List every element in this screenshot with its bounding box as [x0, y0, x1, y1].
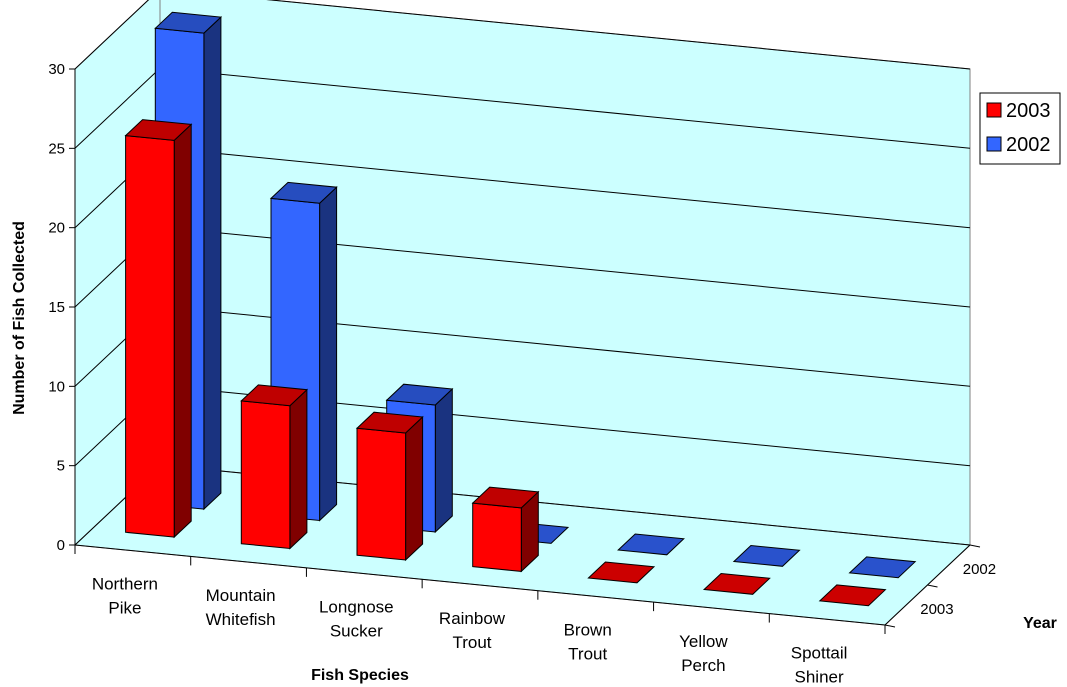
bar-side [173, 123, 192, 539]
y-tick-label-2: 10 [48, 378, 65, 395]
bar-front [472, 502, 522, 572]
category-label-4: Brown Trout [564, 620, 612, 663]
bar-side [203, 15, 222, 511]
labels: 0 5 10 15 20 25 30 2002 2003 Northern Pike Mountain… [48, 61, 996, 686]
bar-flat [587, 561, 656, 584]
y-tick-label-1: 5 [57, 458, 65, 475]
bars [124, 11, 917, 607]
bar-top [240, 384, 309, 407]
category-label-3-line-0: Rainbow [439, 609, 506, 628]
bar-2002-5 [732, 544, 801, 567]
category-label-6-line-0: Spottail [791, 643, 848, 662]
bar-front [240, 400, 291, 550]
bar-2002-4 [617, 533, 685, 556]
bar-side [319, 186, 338, 522]
bar-2002-6 [848, 556, 917, 579]
y-axis-title: Number of Fish Collected [11, 221, 28, 415]
legend-label-2003: 2003 [1006, 100, 1051, 122]
depth-tick-1 [927, 584, 938, 588]
axes [69, 68, 981, 634]
z-axis-title: Year [1023, 615, 1057, 632]
bar-2003-3 [471, 486, 540, 573]
category-label-3-line-1: Trout [452, 633, 491, 652]
bar-side [405, 415, 424, 562]
legend: 2003 2002 [979, 92, 1061, 165]
legend-swatch-2003 [986, 102, 1002, 118]
y-tick-label-4: 20 [48, 220, 65, 237]
category-label-3: Rainbow Trout [439, 609, 506, 652]
bar-top [355, 411, 424, 434]
bar-top [471, 486, 540, 509]
category-label-0-line-0: Northern [92, 575, 158, 594]
x-axis-title: Fish Species [311, 667, 409, 684]
category-label-4-line-0: Brown [564, 620, 612, 639]
category-label-2-line-1: Sucker [330, 622, 383, 641]
bar-2003-0 [124, 119, 193, 539]
bar-2003-4 [587, 561, 656, 584]
bar-side [434, 387, 453, 534]
bar-flat [818, 584, 887, 607]
category-label-6: Spottail Shiner [791, 643, 848, 686]
bar-flat [617, 533, 685, 556]
legend-label-2002: 2002 [1006, 134, 1051, 156]
category-label-2: Longnose Sucker [319, 598, 394, 641]
category-label-0-line-1: Pike [108, 599, 141, 618]
category-label-1: Mountain Whitefish [206, 586, 276, 629]
category-label-6-line-1: Shiner [795, 667, 844, 686]
gridline-6 [74, 0, 971, 70]
depth-label-front: 2003 [920, 601, 953, 618]
y-tick-label-5: 25 [48, 140, 65, 157]
bar-2003-6 [818, 584, 887, 607]
bar-flat [848, 556, 917, 579]
category-label-5-line-0: Yellow [679, 632, 728, 651]
y-tick-label-3: 15 [48, 299, 65, 316]
y-tick-label-0: 0 [57, 537, 65, 554]
category-label-5-line-1: Perch [681, 656, 725, 675]
bar-side [289, 388, 308, 550]
bar-front [356, 427, 407, 561]
bar-top [124, 119, 193, 141]
category-label-5: Yellow Perch [679, 632, 728, 675]
category-label-1-line-0: Mountain [206, 586, 276, 605]
category-label-2-line-0: Longnose [319, 598, 394, 617]
category-label-1-line-1: Whitefish [206, 610, 276, 629]
bar-front [125, 135, 175, 538]
bar-2003-2 [355, 411, 424, 562]
depth-tick-2 [969, 544, 981, 548]
bar-2003-1 [240, 384, 309, 550]
bar-2003-5 [702, 572, 771, 595]
category-label-4-line-1: Trout [568, 644, 607, 663]
depth-tick-0 [884, 624, 896, 628]
bar-top [385, 383, 454, 406]
bar-flat [732, 544, 801, 567]
depth-label-back: 2002 [963, 561, 996, 578]
x-axis-line [74, 544, 886, 626]
bar-top [154, 11, 223, 34]
bar-top [269, 181, 338, 204]
legend-swatch-2002 [986, 136, 1002, 152]
category-label-0: Northern Pike [92, 575, 158, 618]
y-tick-label-6: 30 [48, 61, 65, 78]
bar-flat [702, 572, 771, 595]
